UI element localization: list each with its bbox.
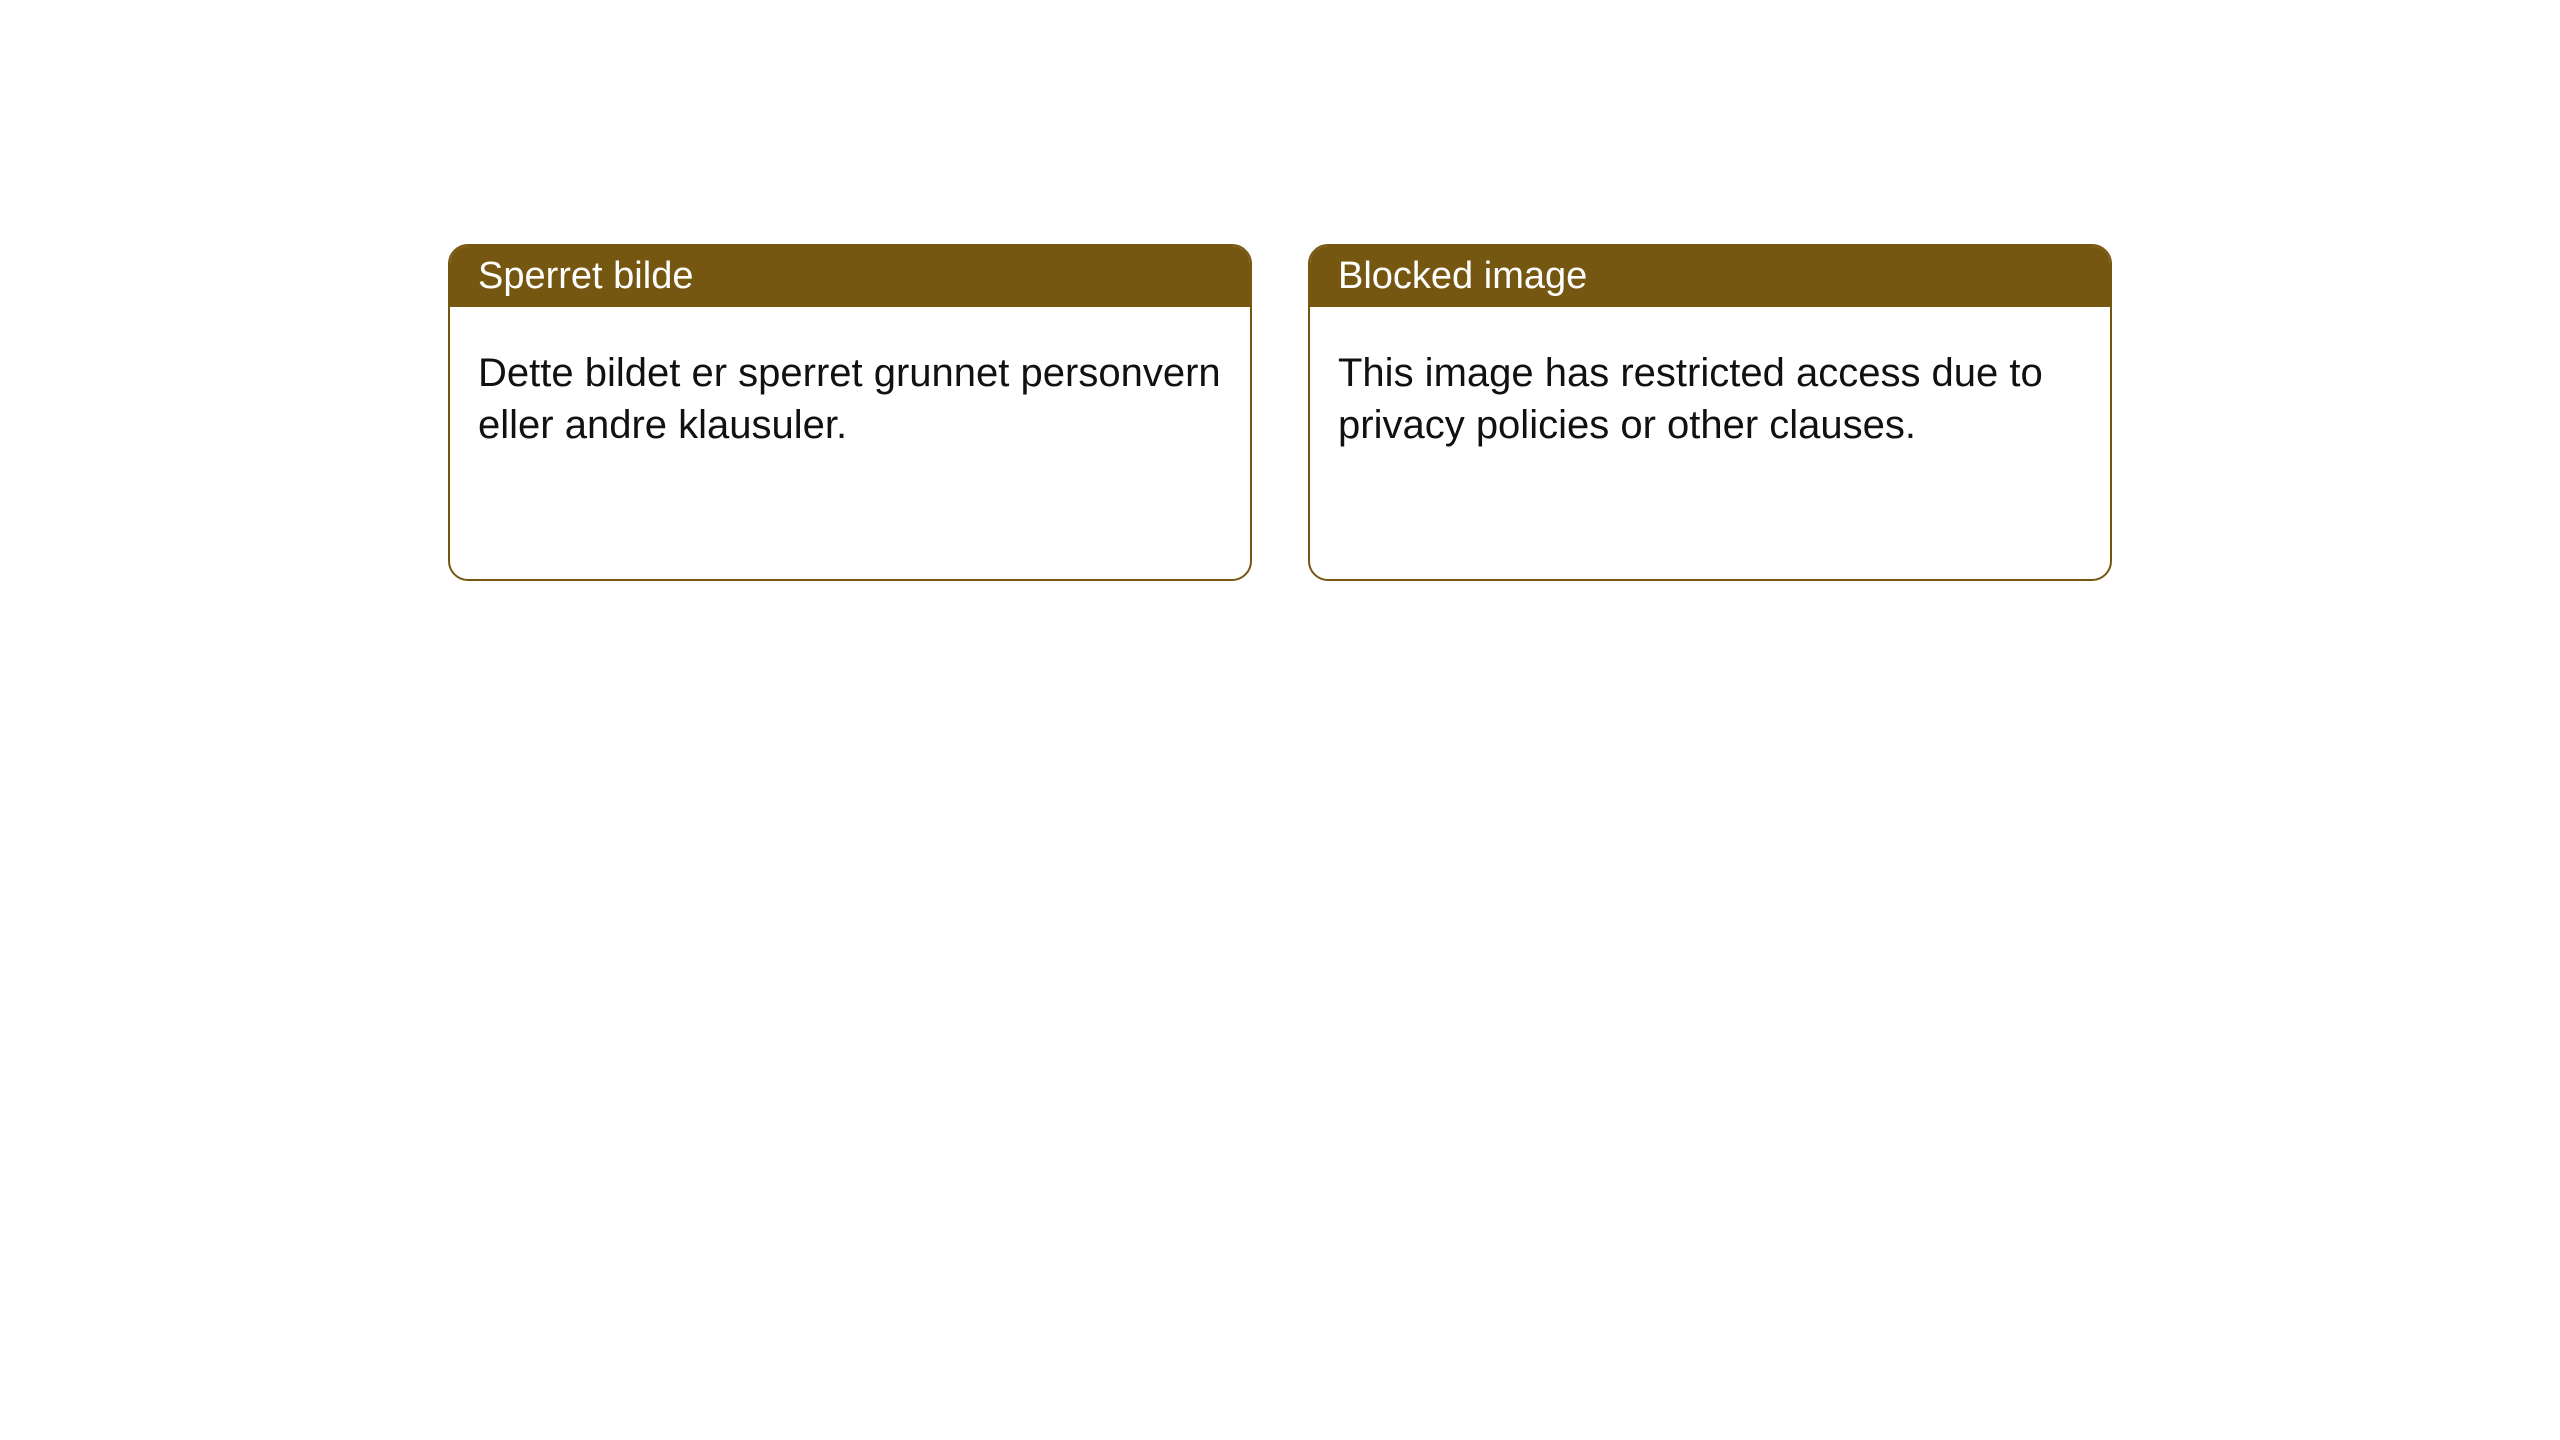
notice-card-body: This image has restricted access due to … [1310, 307, 2110, 491]
notice-card-norwegian: Sperret bilde Dette bildet er sperret gr… [448, 244, 1252, 581]
notice-card-title: Sperret bilde [450, 246, 1250, 307]
notice-container: Sperret bilde Dette bildet er sperret gr… [0, 0, 2560, 581]
notice-card-body: Dette bildet er sperret grunnet personve… [450, 307, 1250, 491]
notice-card-english: Blocked image This image has restricted … [1308, 244, 2112, 581]
notice-card-title: Blocked image [1310, 246, 2110, 307]
